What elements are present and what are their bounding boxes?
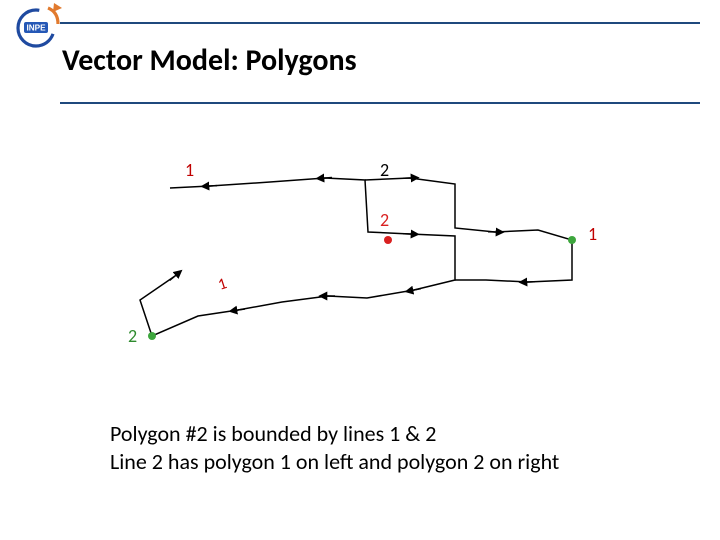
polygon-1-label: 1 [216,274,230,295]
caption: Polygon #2 is bounded by lines 1 & 2 Lin… [110,420,559,475]
line-2-label: 2 [380,160,389,181]
polygon-diagram: 1 2 1 2 1 2 [100,160,620,380]
arrow-icon [231,309,245,311]
caption-line-1: Polygon #2 is bounded by lines 1 & 2 [110,420,559,448]
rule-top [60,22,700,24]
point-2-label: 2 [128,325,137,347]
inpe-logo: INPE [10,2,62,54]
arrow-icon [203,186,217,187]
node-2 [148,332,156,340]
arrow-icon [170,272,181,281]
polygon-2-label: 2 [380,209,389,231]
line-1 [140,178,455,336]
logo-text: INPE [26,24,46,33]
arrow-icon [403,178,417,179]
arrow-icon [403,234,417,235]
arrow-icon [318,178,332,179]
line-1-label: 1 [185,160,194,181]
slide: INPE Vector Model: Polygons 1 2 1 2 1 2 Polyg… [0,0,720,540]
point-1-label: 1 [588,223,597,245]
arrow-icon [407,289,421,292]
caption-line-2: Line 2 has polygon 1 on left and polygon… [110,448,559,476]
slide-title: Vector Model: Polygons [62,42,357,79]
node-1 [568,236,576,244]
rule-bottom [60,102,700,104]
line-2 [365,178,572,282]
polygon-2-centroid [384,236,392,244]
arrow-icon [521,282,535,283]
